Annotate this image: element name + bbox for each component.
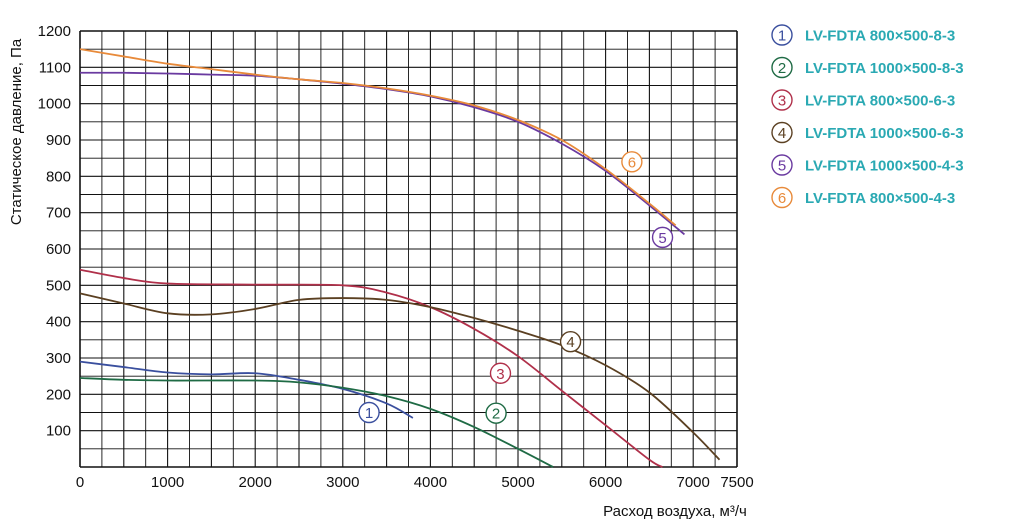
series-line-1 <box>79 360 414 419</box>
x-tick-label: 7500 <box>720 474 753 491</box>
curve-marker-4: 4 <box>559 330 582 353</box>
series-line-2 <box>79 377 554 468</box>
y-tick-label: 700 <box>46 205 71 222</box>
curve-marker-label: 6 <box>628 154 636 171</box>
x-tick-label: 0 <box>76 474 84 491</box>
curve-marker-label: 2 <box>492 406 500 423</box>
curve-marker-circle <box>559 330 582 353</box>
legend-marker-circle <box>771 186 793 209</box>
legend-marker-circle <box>771 89 793 111</box>
legend-label: LV-FDTA 800×500-8-3 <box>805 28 955 45</box>
x-tick-label: 6000 <box>589 474 622 491</box>
curve-marker-label: 1 <box>365 405 373 422</box>
x-tick-label: 1000 <box>151 474 184 491</box>
legend-label: LV-FDTA 1000×500-8-3 <box>805 60 964 77</box>
legend-marker-label: 3 <box>778 93 786 110</box>
curve-marker-2: 2 <box>485 402 507 424</box>
legend-label: LV-FDTA 800×500-6-3 <box>805 93 955 110</box>
curve-marker-label: 5 <box>658 230 666 247</box>
x-axis-label: Расход воздуха, м³/ч <box>603 503 747 520</box>
y-tick-label: 300 <box>46 350 71 367</box>
legend-marker-circle <box>771 154 793 176</box>
curve-marker-6: 6 <box>621 151 643 173</box>
legend-marker-label: 1 <box>778 28 786 45</box>
curve-marker-label: 4 <box>566 334 574 351</box>
legend-marker-circle <box>771 24 793 46</box>
legend-label: LV-FDTA 1000×500-4-3 <box>805 158 964 175</box>
y-tick-label: 1000 <box>38 96 71 113</box>
legend-marker-label: 2 <box>778 60 786 77</box>
curve-marker-5: 5 <box>651 226 674 249</box>
legend-entry: 2 LV-FDTA 1000×500-8-3 <box>771 56 964 79</box>
legend-marker-label: 5 <box>778 158 786 175</box>
series-line-4 <box>79 292 721 461</box>
y-axis-label: Статическое давление, Па <box>8 38 25 225</box>
x-tick-label: 2000 <box>239 474 272 491</box>
curve-marker-3: 3 <box>489 362 512 384</box>
curve-marker-1: 1 <box>358 401 380 424</box>
series-line-5 <box>79 71 686 236</box>
y-tick-label: 100 <box>46 423 71 440</box>
legend-label: LV-FDTA 1000×500-6-3 <box>805 125 964 142</box>
y-tick-label: 800 <box>46 168 71 185</box>
series-line-3 <box>79 268 663 468</box>
x-axis-ticks: 0 1000 2000 3000 4000 5000 6000 7000 7500 <box>76 474 754 491</box>
y-tick-label: 400 <box>46 314 71 331</box>
y-tick-label: 1100 <box>39 59 71 76</box>
x-tick-label: 7000 <box>677 474 710 491</box>
legend-entry: 4 LV-FDTA 1000×500-6-3 <box>771 121 964 144</box>
curve-markers: 1 2 3 4 5 6 <box>358 151 674 424</box>
legend-marker-label: 6 <box>778 190 786 207</box>
y-tick-label: 1200 <box>38 23 71 40</box>
y-tick-label: 900 <box>46 132 71 149</box>
curve-marker-circle <box>651 226 674 249</box>
series-line-6 <box>79 48 677 227</box>
x-tick-label: 5000 <box>501 474 534 491</box>
curve-marker-circle <box>621 151 643 173</box>
series-lines <box>79 48 721 468</box>
curve-marker-circle <box>489 362 512 384</box>
curve-marker-label: 3 <box>496 366 504 383</box>
grid <box>79 30 738 468</box>
y-tick-label: 200 <box>46 386 71 403</box>
legend-entry: 1 LV-FDTA 800×500-8-3 <box>771 24 955 46</box>
y-axis-ticks: 100 200 300 400 500 600 700 800 900 1000 1100 1200 <box>38 23 71 440</box>
legend-entry: 5 LV-FDTA 1000×500-4-3 <box>771 154 964 176</box>
legend-entry: 6 LV-FDTA 800×500-4-3 <box>771 186 955 209</box>
x-tick-label: 4000 <box>414 474 447 491</box>
legend: 1 LV-FDTA 800×500-8-3 2 LV-FDTA 1000×500-8-… <box>771 24 964 209</box>
legend-marker-label: 4 <box>778 125 786 142</box>
x-tick-label: 3000 <box>326 474 359 491</box>
legend-entry: 3 LV-FDTA 800×500-6-3 <box>771 89 955 111</box>
y-tick-label: 500 <box>46 277 71 294</box>
legend-marker-circle <box>771 121 793 144</box>
curve-marker-circle <box>358 401 380 424</box>
legend-marker-circle <box>771 56 793 79</box>
legend-label: LV-FDTA 800×500-4-3 <box>805 190 955 207</box>
curve-marker-circle <box>485 402 507 424</box>
y-tick-label: 600 <box>46 241 71 258</box>
